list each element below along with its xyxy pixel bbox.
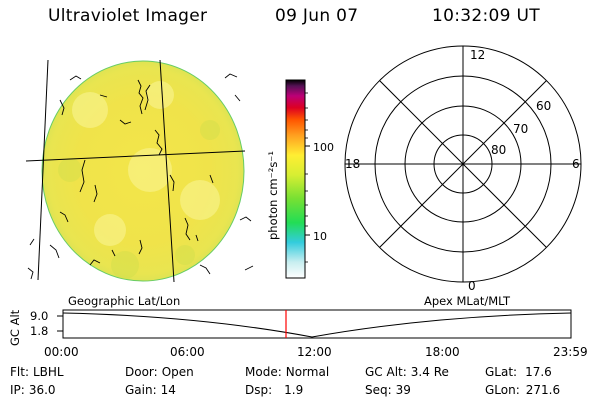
info-glat-label: GLat: bbox=[485, 365, 518, 379]
date-display: 09 Jun 07 bbox=[275, 6, 359, 26]
info-gc-alt: GC Alt: 3.4 Re bbox=[365, 365, 449, 379]
info-seq-label: Seq: bbox=[365, 383, 392, 397]
meridian-line bbox=[159, 59, 175, 283]
time-label-1200: 12:00 bbox=[297, 345, 332, 359]
altitude-curve bbox=[62, 312, 572, 338]
parallel-line bbox=[25, 150, 246, 162]
altitude-tick-low: 1.8 bbox=[30, 324, 48, 338]
altitude-axis-label: GC Alt bbox=[8, 309, 22, 346]
apex-label: Apex MLat/MLT bbox=[424, 294, 511, 308]
info-gain-value: 14 bbox=[160, 383, 176, 397]
info-gain-label: Gain: bbox=[125, 383, 157, 397]
info-seq: Seq: 39 bbox=[365, 383, 411, 397]
polar-label-6: 6 bbox=[572, 157, 580, 171]
info-ip-value: 36.0 bbox=[28, 383, 56, 397]
info-door-label: Door: bbox=[125, 365, 158, 379]
altitude-strip: GC Alt 9.0 1.8 bbox=[8, 309, 572, 346]
polar-label-12: 12 bbox=[470, 48, 485, 62]
meridian-line bbox=[37, 59, 49, 281]
info-filter-label: Flt: bbox=[10, 365, 29, 379]
info-gain: Gain: 14 bbox=[125, 383, 176, 397]
colorbar-tick-100: 100 bbox=[313, 141, 334, 154]
info-dsp-label: Dsp: bbox=[245, 383, 273, 397]
info-filter: Flt: LBHL bbox=[10, 365, 64, 379]
polar-label-70: 70 bbox=[513, 122, 528, 136]
polar-label-0: 0 bbox=[468, 279, 476, 293]
time-label-0600: 06:00 bbox=[170, 345, 205, 359]
info-glon-value: 271.6 bbox=[525, 383, 561, 397]
polar-label-18: 18 bbox=[345, 157, 360, 171]
info-glat: GLat: 17.6 bbox=[485, 365, 552, 379]
geographic-label: Geographic Lat/Lon bbox=[68, 294, 181, 308]
uv-image bbox=[25, 59, 254, 283]
time-label-1800: 18:00 bbox=[425, 345, 460, 359]
app-title: Ultraviolet Imager bbox=[48, 6, 208, 26]
polar-label-80: 80 bbox=[491, 143, 506, 157]
coastlines bbox=[27, 73, 254, 280]
info-dsp: Dsp: 1.9 bbox=[245, 383, 303, 397]
altitude-tick-high: 9.0 bbox=[30, 309, 48, 323]
info-mode-label: Mode: bbox=[245, 365, 282, 379]
info-gc-alt-label: GC Alt: bbox=[365, 365, 407, 379]
colorbar-tick-10: 10 bbox=[313, 230, 327, 243]
time-label-2359: 23:59 bbox=[553, 345, 588, 359]
info-ip: IP: 36.0 bbox=[10, 383, 56, 397]
info-mode: Mode: Normal bbox=[245, 365, 329, 379]
info-mode-value: Normal bbox=[285, 365, 330, 379]
time-display: 10:32:09 UT bbox=[432, 6, 540, 26]
info-glat-value: 17.6 bbox=[525, 365, 552, 379]
polar-label-60: 60 bbox=[536, 99, 551, 113]
polar-plot bbox=[344, 45, 582, 283]
info-glon: GLon: 271.6 bbox=[485, 383, 560, 397]
info-dsp-value: 1.9 bbox=[284, 383, 304, 397]
info-door-value: Open bbox=[161, 365, 194, 379]
info-ip-label: IP: bbox=[10, 383, 25, 397]
info-glon-label: GLon: bbox=[485, 383, 520, 397]
colorbar-label: photon cm⁻²s⁻¹ bbox=[266, 151, 280, 240]
time-label-0000: 00:00 bbox=[44, 345, 79, 359]
info-gc-alt-value: 3.4 Re bbox=[410, 365, 449, 379]
info-door: Door: Open bbox=[125, 365, 194, 379]
colorbar: photon cm⁻²s⁻¹ 100 10 bbox=[266, 79, 334, 279]
info-filter-value: LBHL bbox=[32, 365, 64, 379]
info-seq-value: 39 bbox=[395, 383, 411, 397]
